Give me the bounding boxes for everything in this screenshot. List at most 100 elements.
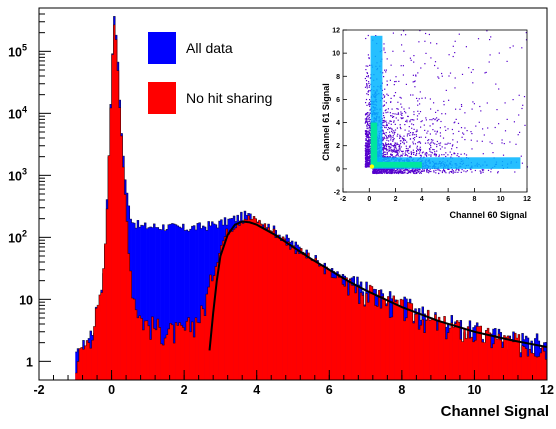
scatter-point xyxy=(384,137,386,140)
histogram-bar xyxy=(263,223,267,380)
scatter-point xyxy=(364,130,366,132)
scatter-point xyxy=(453,171,455,173)
scatter-point xyxy=(385,172,387,174)
histogram-bar xyxy=(220,245,223,380)
scatter-point xyxy=(451,168,453,171)
scatter-point xyxy=(387,111,389,113)
scatter-point xyxy=(367,118,369,120)
scatter-point xyxy=(447,128,449,130)
scatter-point xyxy=(366,145,368,147)
histogram-bar xyxy=(75,351,78,380)
scatter-point xyxy=(437,76,439,78)
scatter-point xyxy=(419,151,421,153)
histogram-bar xyxy=(262,227,265,380)
inset-x-tick-label: 12 xyxy=(523,196,531,203)
scatter-point xyxy=(383,115,385,117)
scatter-point xyxy=(449,72,452,74)
scatter-point xyxy=(393,130,395,132)
histogram-bar xyxy=(124,194,127,380)
legend: All data No hit sharing xyxy=(148,32,272,114)
histogram-bar xyxy=(164,230,167,380)
inset-density-band-vertical xyxy=(370,35,383,168)
scatter-point xyxy=(373,171,375,173)
histogram-bar xyxy=(532,353,535,380)
scatter-point xyxy=(414,154,417,156)
scatter-point xyxy=(395,150,397,152)
scatter-point xyxy=(366,132,368,134)
scatter-point xyxy=(366,146,369,148)
histogram-bar xyxy=(169,323,172,380)
histogram-bar xyxy=(202,225,205,380)
histogram-bar xyxy=(378,290,381,380)
scatter-point xyxy=(416,145,418,147)
scatter-point xyxy=(390,135,392,137)
histogram-bar xyxy=(78,348,82,380)
scatter-point xyxy=(365,121,367,123)
scatter-point xyxy=(458,33,460,35)
scatter-point xyxy=(443,170,445,172)
scatter-point xyxy=(458,170,460,172)
scatter-point xyxy=(392,169,394,171)
scatter-point xyxy=(400,65,402,67)
scatter-point xyxy=(427,170,430,172)
scatter-point xyxy=(369,105,371,107)
scatter-point xyxy=(379,170,381,172)
histogram-bar xyxy=(146,320,149,380)
histogram-bar xyxy=(142,329,145,380)
histogram-bar xyxy=(258,220,261,380)
scatter-point xyxy=(369,148,371,150)
scatter-point xyxy=(393,147,395,149)
scatter-point xyxy=(477,38,480,40)
scatter-point xyxy=(385,171,387,173)
scatter-point xyxy=(384,153,387,156)
histogram-bar xyxy=(151,316,154,380)
scatter-point xyxy=(441,72,443,75)
scatter-point xyxy=(419,172,421,174)
scatter-point xyxy=(435,172,437,174)
histogram-bar xyxy=(430,317,433,380)
scatter-point xyxy=(428,172,430,174)
histogram-bar xyxy=(287,241,290,380)
scatter-point xyxy=(402,74,404,76)
histogram-bar xyxy=(265,229,268,380)
scatter-point xyxy=(389,172,391,174)
scatter-point xyxy=(503,143,505,145)
scatter-point xyxy=(388,140,390,142)
scatter-point xyxy=(366,148,368,150)
scatter-point xyxy=(451,148,453,150)
scatter-point xyxy=(415,154,418,156)
histogram-bar xyxy=(251,219,254,380)
scatter-point xyxy=(390,171,392,174)
histogram-bar xyxy=(414,314,417,380)
histogram-bar xyxy=(527,356,530,380)
scatter-point xyxy=(410,153,412,156)
scatter-point xyxy=(395,169,397,172)
scatter-point xyxy=(394,113,396,115)
scatter-point xyxy=(365,149,368,151)
scatter-point xyxy=(391,171,393,173)
scatter-point xyxy=(386,144,388,146)
scatter-point xyxy=(457,122,460,124)
scatter-point xyxy=(476,140,478,142)
scatter-point xyxy=(382,154,384,156)
scatter-point xyxy=(386,137,388,139)
scatter-point xyxy=(452,172,454,174)
scatter-point xyxy=(366,116,368,118)
scatter-point xyxy=(365,113,367,115)
scatter-point xyxy=(402,138,404,140)
scatter-point xyxy=(501,142,503,144)
scatter-point xyxy=(395,147,397,149)
histogram-bar xyxy=(160,343,163,380)
histogram-bar xyxy=(443,316,446,380)
scatter-point xyxy=(400,103,402,105)
scatter-point xyxy=(416,118,418,120)
scatter-point xyxy=(402,170,404,173)
scatter-point xyxy=(451,128,453,131)
scatter-point xyxy=(400,154,402,156)
scatter-point xyxy=(368,104,370,106)
scatter-point xyxy=(407,149,409,151)
scatter-point xyxy=(441,154,443,156)
histogram-bar xyxy=(282,236,285,380)
scatter-point xyxy=(373,172,375,174)
scatter-point xyxy=(368,152,371,155)
